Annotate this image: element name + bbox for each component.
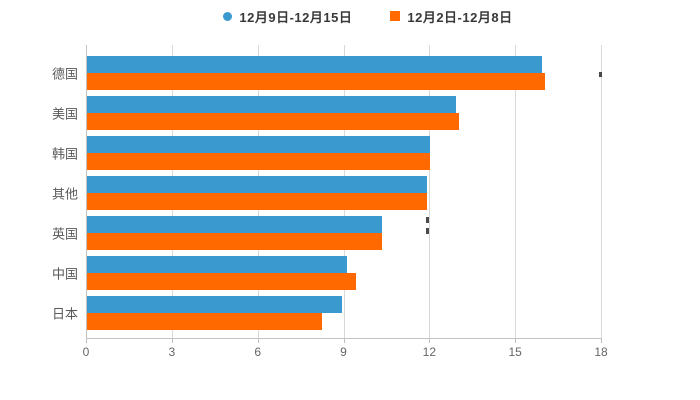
stray-mark-0 [426,217,429,223]
axis-tick [257,338,259,343]
x-tick-label-0: 0 [82,345,90,359]
stray-mark-1 [426,228,429,234]
chart-legend: 12月9日-12月15日 12月2日-12月8日 [18,6,700,26]
x-tick-label-6: 6 [254,345,261,359]
x-tick-label-12: 12 [422,345,436,359]
x-tick-label-9: 9 [340,345,347,359]
legend-item-week2[interactable]: 12月9日-12月15日 [223,7,352,26]
gridline-x-18 [601,45,602,338]
bar-韩国-series-0[interactable] [87,136,431,153]
bar-美国-series-0[interactable] [87,96,457,113]
axis-tick [343,338,345,343]
x-tick-label-18: 18 [594,345,608,359]
gridline-x-15 [515,45,517,338]
legend-circle-marker-icon [223,11,233,21]
category-label-2: 韩国 [51,146,78,162]
category-label-4: 英国 [51,226,78,242]
bar-美国-series-1[interactable] [87,113,459,130]
bar-其他-series-0[interactable] [87,176,428,193]
category-label-1: 美国 [51,106,78,122]
bar-其他-series-1[interactable] [87,193,428,210]
bar-中国-series-0[interactable] [87,256,348,273]
axis-tick [86,338,87,343]
legend-label: 12月9日-12月15日 [239,9,353,25]
gridline-x-12 [429,45,431,338]
bar-韩国-series-1[interactable] [87,153,431,170]
bar-日本-series-1[interactable] [87,313,322,330]
category-label-3: 其他 [51,186,78,202]
axis-tick [429,338,431,343]
bar-德国-series-1[interactable] [87,73,545,90]
bar-中国-series-1[interactable] [87,273,356,290]
category-label-0: 德国 [51,66,78,82]
category-label-5: 中国 [51,266,78,282]
x-axis-line [86,338,602,339]
bar-英国-series-1[interactable] [87,233,382,250]
category-label-6: 日本 [51,306,78,322]
legend-item-week1[interactable]: 12月2日-12月8日 [390,7,512,26]
bar-日本-series-0[interactable] [87,296,342,313]
bar-英国-series-0[interactable] [87,216,382,233]
gridline-x-0 [86,45,87,338]
x-tick-label-3: 3 [168,345,176,359]
legend-square-marker-icon [390,11,401,21]
bar-德国-series-0[interactable] [87,56,542,73]
axis-tick [515,338,517,343]
legend-label: 12月2日-12月8日 [407,9,513,25]
x-tick-label-15: 15 [508,345,522,359]
stray-mark-2 [599,72,602,77]
axis-tick [171,338,173,343]
axis-tick [601,338,602,343]
